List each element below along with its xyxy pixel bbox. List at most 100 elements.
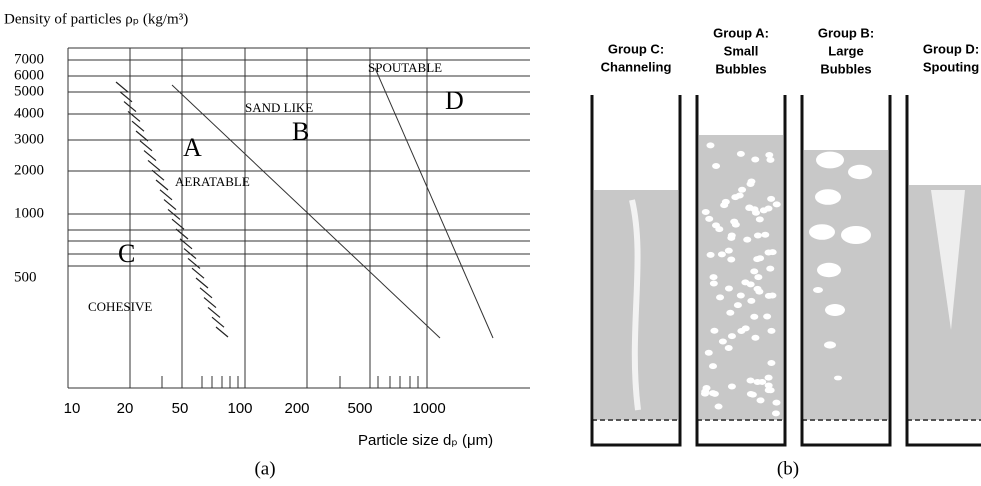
bubble xyxy=(734,302,742,308)
bubble xyxy=(755,289,763,295)
region-label: AERATABLE xyxy=(175,174,250,189)
group-label: Group C: xyxy=(608,41,664,56)
hatch-line xyxy=(212,317,224,327)
bubble xyxy=(763,313,771,319)
hatch-line xyxy=(144,151,156,161)
y-tick-label: 3000 xyxy=(14,131,44,147)
bubble xyxy=(772,410,780,416)
figure: 7000600050004000300020001000500102050100… xyxy=(0,0,981,486)
bubble xyxy=(751,335,759,341)
bubble xyxy=(747,179,755,185)
bubble xyxy=(765,250,773,256)
bubble xyxy=(751,206,759,212)
bubble xyxy=(817,263,841,277)
hatch-line xyxy=(192,268,204,278)
bed xyxy=(804,150,888,420)
bubble xyxy=(757,397,765,403)
x-tick-label: 10 xyxy=(64,400,81,417)
bubble xyxy=(737,151,745,157)
bubble xyxy=(767,360,775,366)
group-label: Bubbles xyxy=(715,61,766,76)
panel-b: Group C:ChannelingGroup A:SmallBubblesGr… xyxy=(592,25,981,445)
bubble xyxy=(754,274,762,280)
y-tick-label: 5000 xyxy=(14,83,44,99)
hatch-line xyxy=(152,170,164,180)
bubble xyxy=(754,232,762,238)
group-label: Large xyxy=(828,43,863,58)
hatch-line xyxy=(216,327,228,337)
bubble xyxy=(834,376,842,381)
bubble xyxy=(743,237,751,243)
bubble xyxy=(738,187,746,193)
region-label: B xyxy=(292,117,309,146)
bubble xyxy=(765,205,773,211)
bubble xyxy=(710,274,718,280)
bubble xyxy=(727,256,735,262)
bubble xyxy=(747,391,755,397)
x-axis-title: Particle size dₚ (μm) xyxy=(358,432,493,449)
bubble xyxy=(751,157,759,163)
bubble xyxy=(719,338,727,344)
bubble xyxy=(710,328,718,334)
region-label: SPOUTABLE xyxy=(368,60,442,75)
bubble xyxy=(712,163,720,169)
hatch-line xyxy=(156,180,168,190)
hatch-line xyxy=(204,298,216,308)
y-tick-label: 1000 xyxy=(14,205,44,221)
bubble xyxy=(765,387,773,393)
bubble xyxy=(709,363,717,369)
bubble xyxy=(750,314,758,320)
bubble xyxy=(841,226,871,244)
region-label: D xyxy=(445,86,464,115)
x-tick-label: 50 xyxy=(172,400,189,417)
bubble xyxy=(772,400,780,406)
bubble xyxy=(728,333,736,339)
bubble xyxy=(725,248,733,254)
x-tick-label: 500 xyxy=(347,400,372,417)
group-label: Small xyxy=(724,43,759,58)
bubble xyxy=(813,287,823,293)
bubble xyxy=(766,266,774,272)
group-label: Channeling xyxy=(601,59,672,74)
bubble xyxy=(825,304,845,316)
caption: (a) xyxy=(254,458,275,479)
bubble xyxy=(756,216,764,222)
hatch-line xyxy=(196,278,208,288)
bubble xyxy=(816,152,844,169)
bubble xyxy=(728,383,736,389)
bubble xyxy=(718,251,726,257)
hatch-line xyxy=(208,307,220,317)
bubble xyxy=(758,379,766,385)
hatch-line xyxy=(160,190,172,200)
caption: (b) xyxy=(777,458,799,479)
hatch-line xyxy=(140,141,152,151)
hatch-line xyxy=(148,160,160,170)
bubble xyxy=(730,219,738,225)
bubble xyxy=(727,235,735,241)
group-label: Spouting xyxy=(923,59,979,74)
bubble xyxy=(747,281,755,287)
bubble xyxy=(767,196,775,202)
bubble xyxy=(705,216,713,222)
y-tick-label: 2000 xyxy=(14,162,44,178)
y-tick-label: 500 xyxy=(14,269,37,285)
bubble xyxy=(705,350,713,356)
y-tick-label: 7000 xyxy=(14,51,44,67)
bubble xyxy=(750,268,758,274)
bubble xyxy=(703,385,711,391)
bubble xyxy=(809,224,835,240)
bubble xyxy=(715,226,723,232)
hatch-line xyxy=(164,200,176,210)
bubble xyxy=(720,202,728,208)
bubble xyxy=(761,232,769,238)
bubble xyxy=(737,292,745,298)
region-label: COHESIVE xyxy=(88,299,152,314)
bubble xyxy=(742,325,750,331)
bubble xyxy=(765,375,773,381)
y-tick-label: 4000 xyxy=(14,105,44,121)
hatch-line xyxy=(116,82,128,92)
hatch-line xyxy=(132,121,144,131)
bubble xyxy=(765,152,773,158)
bubble xyxy=(710,281,718,287)
